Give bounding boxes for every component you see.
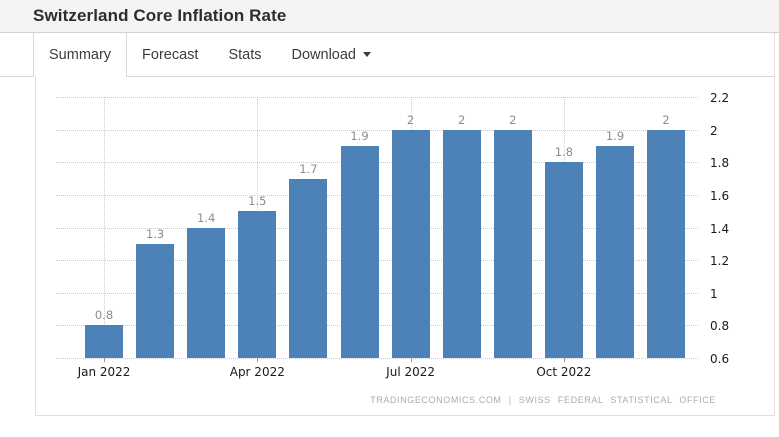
y-axis-tick-label: 2.2 xyxy=(710,91,730,105)
y-axis-tick-label: 0.8 xyxy=(710,319,730,334)
bar[interactable] xyxy=(238,211,277,358)
bar-value-label: 1.9 xyxy=(605,128,625,143)
horizontal-gridline xyxy=(56,129,698,131)
bar-value-label: 1.8 xyxy=(554,145,574,160)
tab-summary-label: Summary xyxy=(49,47,112,63)
bar-value-label: 2 xyxy=(509,112,517,127)
y-axis-tick-label: 1.8 xyxy=(710,156,730,171)
bar[interactable] xyxy=(544,162,583,358)
x-axis-tick xyxy=(104,358,105,362)
bar-value-label: 1.4 xyxy=(197,210,216,225)
bar-chart: 0.6 0.8 1 1.2 1.4 1.6 1.8 2 2.2 0.8 1.3 1.4 1.5 1.7 1.… xyxy=(36,77,774,415)
y-axis-tick-label: 1.2 xyxy=(710,254,730,269)
bar[interactable] xyxy=(136,243,175,358)
page-title: Switzerland Core Inflation Rate xyxy=(33,6,287,25)
y-axis-tick-label: 0.6 xyxy=(710,352,730,366)
bar[interactable] xyxy=(442,129,481,358)
x-axis-tick xyxy=(563,358,565,362)
tab-download[interactable]: Download xyxy=(277,33,387,76)
tab-forecast-label: Forecast xyxy=(142,46,199,63)
bar-value-label: 1.7 xyxy=(299,161,318,176)
bar[interactable] xyxy=(596,145,634,358)
y-axis-tick-label: 1.4 xyxy=(710,221,730,236)
tab-bar: Summary Forecast Stats Download xyxy=(0,33,775,77)
tab-forecast[interactable]: Forecast xyxy=(127,33,213,76)
x-axis-tick xyxy=(257,358,259,362)
bar-value-label: 1.9 xyxy=(350,128,369,143)
x-axis-tick-label: Oct 2022 xyxy=(536,365,592,379)
bar[interactable] xyxy=(187,227,226,358)
bar[interactable] xyxy=(289,178,328,358)
attribution-text: TRADINGECONOMICS.COM | SWISS FEDERAL STA… xyxy=(370,395,716,405)
y-axis-tick-label: 2 xyxy=(710,123,718,138)
y-axis-tick-label: 1.6 xyxy=(710,188,730,203)
tab-stats[interactable]: Stats xyxy=(213,33,276,76)
bar[interactable] xyxy=(391,129,430,358)
bar-value-label: 1.3 xyxy=(145,226,165,241)
horizontal-gridline xyxy=(56,97,698,98)
bar[interactable] xyxy=(340,145,379,358)
x-axis-tick-label: Jul 2022 xyxy=(386,365,436,379)
horizontal-gridline xyxy=(56,358,698,359)
x-axis-tick xyxy=(410,358,412,362)
x-axis-tick-label: Apr 2022 xyxy=(229,365,285,379)
bar[interactable] xyxy=(85,325,123,358)
tab-download-label: Download xyxy=(291,46,357,63)
bar-value-label: 2 xyxy=(406,112,415,127)
tab-stats-label: Stats xyxy=(228,46,262,63)
bar[interactable] xyxy=(493,129,532,358)
chart-panel: 0.6 0.8 1 1.2 1.4 1.6 1.8 2 2.2 0.8 1.3 1.4 1.5 1.7 1.… xyxy=(35,77,775,416)
tab-summary[interactable]: Summary xyxy=(33,33,128,77)
y-axis-tick-label: 1 xyxy=(710,286,718,301)
bar-value-label: 0.8 xyxy=(94,308,114,323)
title-bar: Switzerland Core Inflation Rate xyxy=(0,0,779,33)
bar-value-label: 2 xyxy=(458,112,466,127)
bar-value-label: 1.5 xyxy=(248,194,267,209)
bar-value-label: 2 xyxy=(662,112,670,127)
chevron-down-icon xyxy=(363,52,372,57)
x-axis-tick-label: Jan 2022 xyxy=(77,365,131,379)
bar[interactable] xyxy=(647,129,686,358)
